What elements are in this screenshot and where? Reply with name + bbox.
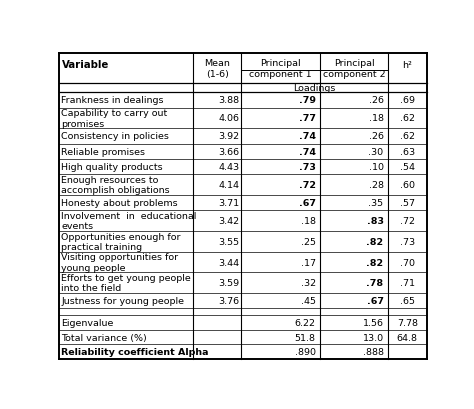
Text: Variable: Variable xyxy=(62,60,109,70)
Text: Efforts to get young people
into the field: Efforts to get young people into the fie… xyxy=(62,273,191,293)
Text: 64.8: 64.8 xyxy=(397,333,418,342)
Text: .57: .57 xyxy=(400,199,415,208)
Text: Visiting opportunities for
young people: Visiting opportunities for young people xyxy=(62,253,179,272)
Text: .72: .72 xyxy=(299,181,316,190)
Text: .26: .26 xyxy=(369,132,383,141)
Text: 3.59: 3.59 xyxy=(219,279,240,288)
Text: .82: .82 xyxy=(366,237,383,246)
Text: .62: .62 xyxy=(400,114,415,123)
Text: .77: .77 xyxy=(299,114,316,123)
Text: .74: .74 xyxy=(299,148,316,157)
Text: .30: .30 xyxy=(368,148,383,157)
Text: .63: .63 xyxy=(400,148,415,157)
Text: Loadings: Loadings xyxy=(293,84,336,93)
Text: 1.56: 1.56 xyxy=(363,318,383,327)
Text: .18: .18 xyxy=(369,114,383,123)
Text: .18: .18 xyxy=(301,217,316,226)
Text: 3.42: 3.42 xyxy=(219,217,240,226)
Text: .67: .67 xyxy=(366,297,383,306)
Text: .17: .17 xyxy=(301,258,316,267)
Text: .73: .73 xyxy=(400,237,415,246)
Text: .67: .67 xyxy=(299,199,316,208)
Text: Consistency in policies: Consistency in policies xyxy=(62,132,169,141)
Text: .82: .82 xyxy=(366,258,383,267)
Text: Principal
component 1: Principal component 1 xyxy=(249,59,312,79)
Text: Opportunities enough for
practical training: Opportunities enough for practical train… xyxy=(62,232,181,252)
Text: Mean
(1-6): Mean (1-6) xyxy=(204,59,230,79)
Text: .54: .54 xyxy=(400,163,415,172)
Text: .70: .70 xyxy=(400,258,415,267)
Text: .888: .888 xyxy=(363,348,383,357)
Text: Enough resources to
accomplish obligations: Enough resources to accomplish obligatio… xyxy=(62,175,170,195)
Text: Involvement  in  educational
events: Involvement in educational events xyxy=(62,211,197,231)
Text: .74: .74 xyxy=(299,132,316,141)
Text: Justness for young people: Justness for young people xyxy=(62,297,184,306)
Text: Principal
component 2: Principal component 2 xyxy=(323,59,385,79)
Text: .25: .25 xyxy=(301,237,316,246)
Text: .78: .78 xyxy=(366,279,383,288)
Text: Reliability coefficient Alpha: Reliability coefficient Alpha xyxy=(62,348,209,357)
Text: .83: .83 xyxy=(366,217,383,226)
Text: .60: .60 xyxy=(400,181,415,190)
Text: 13.0: 13.0 xyxy=(363,333,383,342)
Text: High quality products: High quality products xyxy=(62,163,163,172)
Text: .72: .72 xyxy=(400,217,415,226)
Text: .79: .79 xyxy=(299,96,316,105)
Text: .26: .26 xyxy=(369,96,383,105)
Text: .69: .69 xyxy=(400,96,415,105)
Text: .35: .35 xyxy=(368,199,383,208)
Text: .65: .65 xyxy=(400,297,415,306)
Text: .890: .890 xyxy=(295,348,316,357)
Text: 6.22: 6.22 xyxy=(295,318,316,327)
Text: 51.8: 51.8 xyxy=(295,333,316,342)
Text: 3.71: 3.71 xyxy=(219,199,240,208)
Text: Capability to carry out
promises: Capability to carry out promises xyxy=(62,109,168,128)
Text: 4.14: 4.14 xyxy=(219,181,240,190)
Text: 7.78: 7.78 xyxy=(397,318,418,327)
Text: Honesty about problems: Honesty about problems xyxy=(62,199,178,208)
Text: Total variance (%): Total variance (%) xyxy=(62,333,147,342)
Text: 3.92: 3.92 xyxy=(219,132,240,141)
Text: h²: h² xyxy=(402,61,412,70)
Text: .28: .28 xyxy=(369,181,383,190)
Text: 4.43: 4.43 xyxy=(219,163,240,172)
Text: Reliable promises: Reliable promises xyxy=(62,148,146,157)
Text: .62: .62 xyxy=(400,132,415,141)
Text: .45: .45 xyxy=(301,297,316,306)
Text: 4.06: 4.06 xyxy=(219,114,240,123)
Text: .71: .71 xyxy=(400,279,415,288)
Text: 3.44: 3.44 xyxy=(219,258,240,267)
Text: Frankness in dealings: Frankness in dealings xyxy=(62,96,164,105)
Text: 3.88: 3.88 xyxy=(219,96,240,105)
Text: 3.76: 3.76 xyxy=(219,297,240,306)
Text: Eigenvalue: Eigenvalue xyxy=(62,318,114,327)
Text: .73: .73 xyxy=(299,163,316,172)
Text: .32: .32 xyxy=(301,279,316,288)
Text: .10: .10 xyxy=(369,163,383,172)
Text: 3.55: 3.55 xyxy=(219,237,240,246)
Text: 3.66: 3.66 xyxy=(219,148,240,157)
